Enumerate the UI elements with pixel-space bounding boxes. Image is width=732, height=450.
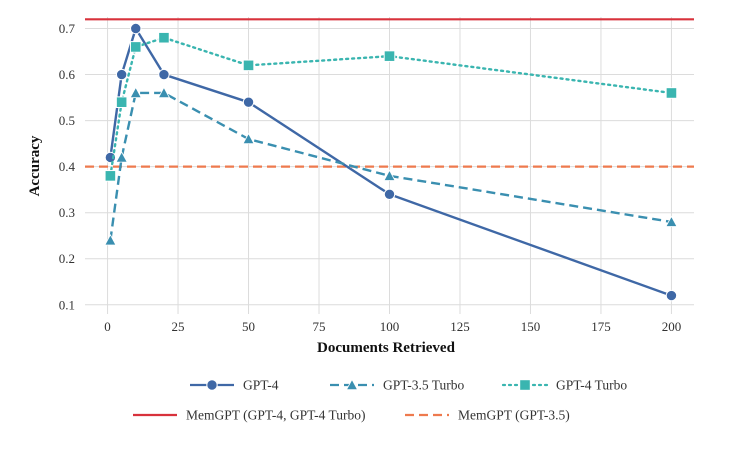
legend-marker xyxy=(345,378,359,391)
x-tick-label: 125 xyxy=(450,319,470,334)
reference-lines xyxy=(85,18,694,168)
x-axis-label: Documents Retrieved xyxy=(317,340,456,356)
y-tick-label: 0.2 xyxy=(59,251,75,266)
x-tick-label: 25 xyxy=(172,319,185,334)
data-point xyxy=(158,31,170,44)
axes: Documents Retrieved Accuracy 0.1 0.2 0.3 0.… xyxy=(27,21,681,356)
series-group xyxy=(104,86,678,246)
x-tick-label: 100 xyxy=(380,319,400,334)
series-group xyxy=(104,22,678,302)
x-tick-label: 200 xyxy=(662,319,682,334)
x-tick-label: 175 xyxy=(591,319,611,334)
legend-entry: GPT-4 Turbo xyxy=(501,378,627,393)
y-axis-label: Accuracy xyxy=(27,135,43,196)
data-point xyxy=(242,59,255,72)
data-series xyxy=(104,22,678,302)
x-tick-label: 0 xyxy=(104,319,111,334)
data-point xyxy=(383,169,396,181)
legend-marker xyxy=(519,379,531,391)
data-point xyxy=(242,132,255,145)
y-tick-label: 0.7 xyxy=(59,21,76,36)
data-point xyxy=(157,86,171,99)
legend-label: GPT-3.5 Turbo xyxy=(383,378,465,393)
data-point xyxy=(129,86,142,99)
x-tick-label: 150 xyxy=(521,319,541,334)
data-point xyxy=(383,188,396,200)
data-point xyxy=(383,50,396,62)
legend-label: MemGPT (GPT-3.5) xyxy=(458,408,570,423)
legend-entry: GPT-4 xyxy=(190,378,279,393)
legend-entry: GPT-3.5 Turbo xyxy=(330,378,465,393)
y-tick-label: 0.3 xyxy=(59,205,75,220)
data-point xyxy=(665,87,678,99)
data-point xyxy=(129,41,142,53)
legend-label: GPT-4 xyxy=(243,378,279,393)
legend-label: GPT-4 Turbo xyxy=(556,378,627,393)
data-point xyxy=(665,289,678,302)
series-group xyxy=(104,31,678,182)
legend-label: MemGPT (GPT-4, GPT-4 Turbo) xyxy=(186,408,366,423)
data-point xyxy=(158,68,170,81)
legend-marker xyxy=(206,379,218,391)
grid-lines xyxy=(85,17,694,314)
data-point xyxy=(115,151,128,163)
y-tick-label: 0.1 xyxy=(59,297,75,312)
data-point xyxy=(104,151,117,164)
y-tick-label: 0.4 xyxy=(59,159,76,174)
data-point xyxy=(130,22,142,35)
data-point xyxy=(115,96,128,108)
y-tick-label: 0.6 xyxy=(59,67,76,82)
x-tick-label: 75 xyxy=(313,319,326,334)
data-point xyxy=(115,68,128,81)
data-point xyxy=(104,170,117,182)
legend-entry: MemGPT (GPT-4, GPT-4 Turbo) xyxy=(133,408,366,423)
series-line xyxy=(109,27,672,297)
legend-entry: MemGPT (GPT-3.5) xyxy=(405,408,570,423)
legend: GPT-4 GPT-3.5 Turbo GPT-4 Turbo MemGPT (GPT… xyxy=(133,378,627,423)
data-point xyxy=(242,96,255,108)
y-tick-label: 0.5 xyxy=(59,113,75,128)
x-tick-label: 50 xyxy=(242,319,255,334)
data-point xyxy=(665,215,678,227)
data-point xyxy=(104,233,117,246)
